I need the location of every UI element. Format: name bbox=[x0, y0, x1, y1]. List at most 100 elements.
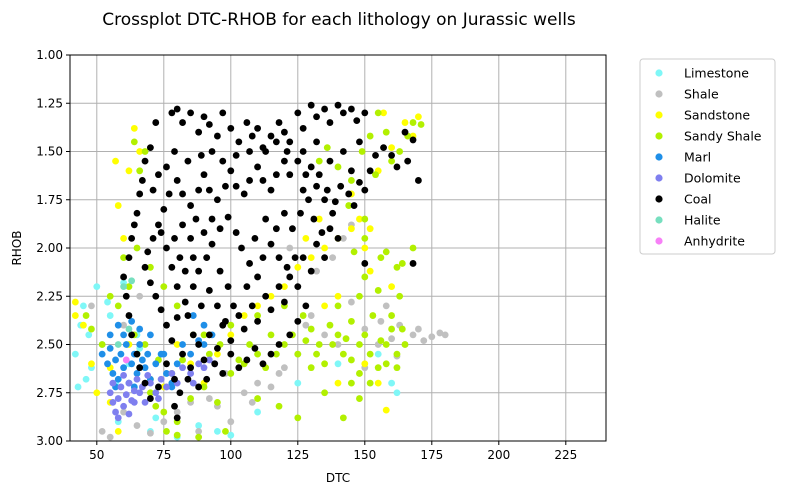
data-point bbox=[409, 331, 417, 339]
data-point bbox=[141, 157, 149, 165]
data-point bbox=[393, 263, 401, 271]
data-point bbox=[136, 167, 144, 175]
data-point bbox=[345, 190, 353, 198]
data-point bbox=[147, 331, 154, 339]
data-point bbox=[85, 331, 93, 339]
data-point bbox=[222, 182, 229, 190]
data-point bbox=[141, 263, 149, 271]
data-point bbox=[246, 260, 253, 267]
data-point bbox=[141, 341, 149, 348]
data-point bbox=[243, 283, 251, 290]
data-point bbox=[227, 431, 235, 439]
data-point bbox=[374, 109, 382, 117]
data-point bbox=[179, 364, 186, 372]
data-point bbox=[173, 341, 181, 348]
data-point bbox=[125, 312, 133, 319]
data-point bbox=[120, 321, 127, 329]
data-point bbox=[214, 302, 221, 310]
data-point bbox=[173, 408, 181, 416]
legend-marker bbox=[655, 195, 663, 203]
data-point bbox=[393, 163, 401, 171]
data-point bbox=[106, 292, 114, 300]
data-point bbox=[372, 171, 379, 179]
data-point bbox=[147, 279, 154, 287]
data-point bbox=[227, 337, 235, 345]
data-point bbox=[334, 292, 342, 300]
data-point bbox=[415, 177, 422, 184]
data-point bbox=[294, 157, 302, 165]
data-point bbox=[307, 267, 315, 275]
data-point bbox=[200, 113, 208, 121]
data-point bbox=[125, 410, 133, 418]
series-halite bbox=[114, 277, 136, 348]
data-point bbox=[114, 302, 122, 310]
data-point bbox=[267, 383, 275, 391]
data-point bbox=[267, 186, 275, 194]
data-point bbox=[286, 273, 294, 281]
legend-label: Anhydrite bbox=[684, 234, 745, 249]
data-point bbox=[173, 360, 181, 368]
data-point bbox=[222, 317, 229, 325]
data-point bbox=[149, 234, 157, 242]
data-point bbox=[396, 148, 404, 155]
data-point bbox=[393, 350, 401, 358]
data-point bbox=[179, 190, 186, 198]
data-point bbox=[366, 267, 374, 275]
data-point bbox=[120, 234, 127, 242]
series-coal bbox=[120, 101, 422, 422]
data-point bbox=[321, 389, 328, 397]
data-point bbox=[348, 225, 355, 233]
data-point bbox=[393, 389, 401, 397]
data-point bbox=[187, 202, 195, 209]
data-point bbox=[382, 360, 390, 368]
data-point bbox=[125, 379, 133, 387]
data-point bbox=[205, 186, 213, 194]
data-point bbox=[334, 234, 342, 242]
x-tick-label: 200 bbox=[487, 448, 510, 462]
data-point bbox=[302, 337, 310, 345]
data-point bbox=[294, 414, 302, 422]
data-point bbox=[321, 254, 328, 262]
data-point bbox=[125, 254, 133, 262]
x-tick-label: 50 bbox=[89, 448, 104, 462]
data-point bbox=[275, 341, 283, 348]
y-tick-label: 1.00 bbox=[36, 48, 63, 62]
data-point bbox=[348, 298, 355, 306]
data-point bbox=[240, 389, 248, 397]
data-point bbox=[214, 427, 221, 435]
data-point bbox=[173, 314, 181, 321]
data-point bbox=[120, 254, 127, 262]
y-tick-label: 2.25 bbox=[36, 289, 63, 303]
data-point bbox=[176, 389, 184, 397]
legend-marker bbox=[655, 132, 663, 140]
data-point bbox=[339, 234, 347, 242]
data-point bbox=[98, 427, 106, 435]
data-point bbox=[71, 298, 79, 306]
data-point bbox=[321, 244, 328, 252]
data-point bbox=[152, 414, 160, 422]
data-point bbox=[254, 124, 261, 132]
legend-marker bbox=[655, 111, 663, 119]
data-point bbox=[224, 213, 232, 221]
data-point bbox=[248, 132, 256, 140]
data-point bbox=[267, 331, 275, 339]
data-point bbox=[128, 317, 136, 325]
data-point bbox=[350, 248, 358, 256]
data-point bbox=[195, 433, 203, 441]
data-point bbox=[259, 177, 267, 184]
data-point bbox=[380, 144, 387, 152]
data-point bbox=[240, 312, 248, 319]
data-point bbox=[152, 360, 160, 368]
data-point bbox=[310, 215, 318, 223]
data-point bbox=[189, 283, 197, 290]
x-tick-label: 125 bbox=[286, 448, 309, 462]
data-point bbox=[187, 350, 195, 358]
scatter-points bbox=[71, 101, 449, 441]
data-point bbox=[98, 341, 106, 348]
y-tick-label: 1.50 bbox=[36, 145, 63, 159]
data-point bbox=[157, 375, 165, 383]
data-point bbox=[157, 229, 165, 236]
data-point bbox=[254, 273, 261, 281]
data-point bbox=[114, 341, 122, 348]
